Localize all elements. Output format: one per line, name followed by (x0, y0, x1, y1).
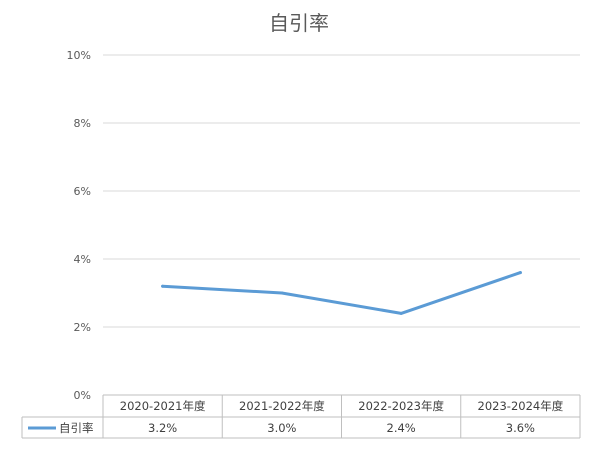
data-value-label: 3.2% (148, 421, 177, 435)
category-label: 2022-2023年度 (358, 399, 444, 413)
category-label: 2023-2024年度 (478, 399, 564, 413)
y-tick-label: 6% (74, 185, 91, 198)
data-table: 2020-2021年度 2021-2022年度 2022-2023年度 2023-20… (21, 394, 581, 439)
y-tick-label: 4% (74, 253, 91, 266)
series-line (161, 271, 522, 315)
series-layer (161, 271, 522, 315)
data-point (161, 284, 165, 288)
data-point (280, 291, 284, 295)
y-axis-ticks: 0% 2% 4% 6% 8% 10% (67, 49, 91, 402)
data-point (399, 311, 403, 315)
y-tick-label: 10% (67, 49, 91, 62)
category-label: 2020-2021年度 (120, 399, 206, 413)
y-tick-label: 0% (74, 389, 91, 402)
gridlines (103, 54, 580, 328)
chart-title: 自引率 (269, 11, 329, 35)
data-value-label: 2.4% (387, 421, 416, 435)
y-tick-label: 8% (74, 117, 91, 130)
data-value-label: 3.0% (267, 421, 296, 435)
category-label: 2021-2022年度 (239, 399, 325, 413)
data-value-label: 3.6% (506, 421, 535, 435)
y-tick-label: 2% (74, 321, 91, 334)
data-point (518, 271, 522, 275)
legend-label: 自引率 (59, 421, 94, 435)
